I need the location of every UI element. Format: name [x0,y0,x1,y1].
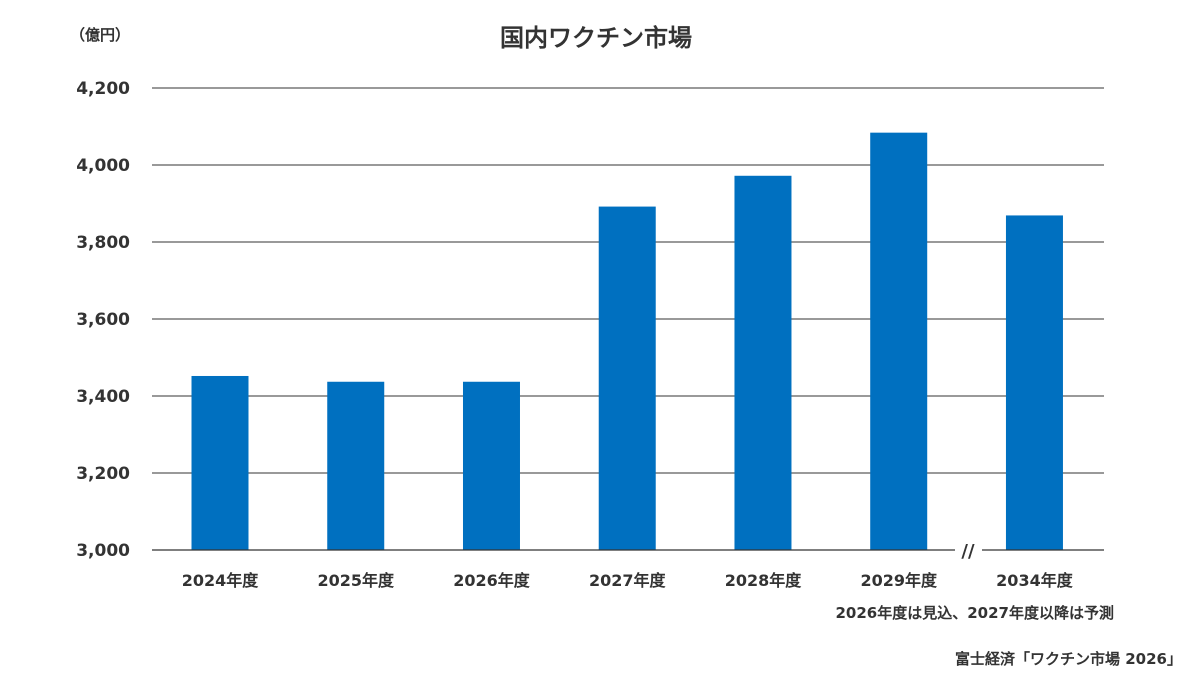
x-tick-label: 2029年度 [860,571,938,590]
y-tick-label: 4,000 [76,156,130,176]
x-tick-label: 2027年度 [589,571,667,590]
x-tick-label: 2028年度 [725,571,803,590]
x-axis-ticks: 2024年度 2025年度 2026年度 2027年度 2028年度 2029年度 2034… [182,571,1074,590]
x-tick-label: 2024年度 [182,571,260,590]
bar [598,206,656,550]
bar [191,375,249,550]
source-credit: 富士経済「ワクチン市場 2026」 [955,650,1182,668]
y-tick-label: 3,200 [76,464,130,484]
y-tick-label: 4,200 [76,79,130,99]
y-tick-label: 3,600 [76,310,130,330]
axis-break-mark: // [961,541,975,562]
bar [1005,215,1063,550]
bars [191,132,1063,550]
x-tick-label: 2034年度 [996,571,1074,590]
bar [734,175,792,550]
forecast-note: 2026年度は見込、2027年度以降は予測 [836,604,1115,622]
y-tick-label: 3,800 [76,233,130,253]
y-axis-ticks: 3,000 3,200 3,400 3,600 3,800 4,000 4,200 [76,79,130,561]
bar [462,381,520,550]
y-unit-label: （億円） [70,26,130,44]
bar [327,381,385,550]
y-tick-label: 3,000 [76,541,130,561]
x-tick-label: 2026年度 [453,571,531,590]
bar [870,132,928,550]
y-tick-label: 3,400 [76,387,130,407]
chart-title: 国内ワクチン市場 [500,24,692,52]
x-tick-label: 2025年度 [317,571,395,590]
